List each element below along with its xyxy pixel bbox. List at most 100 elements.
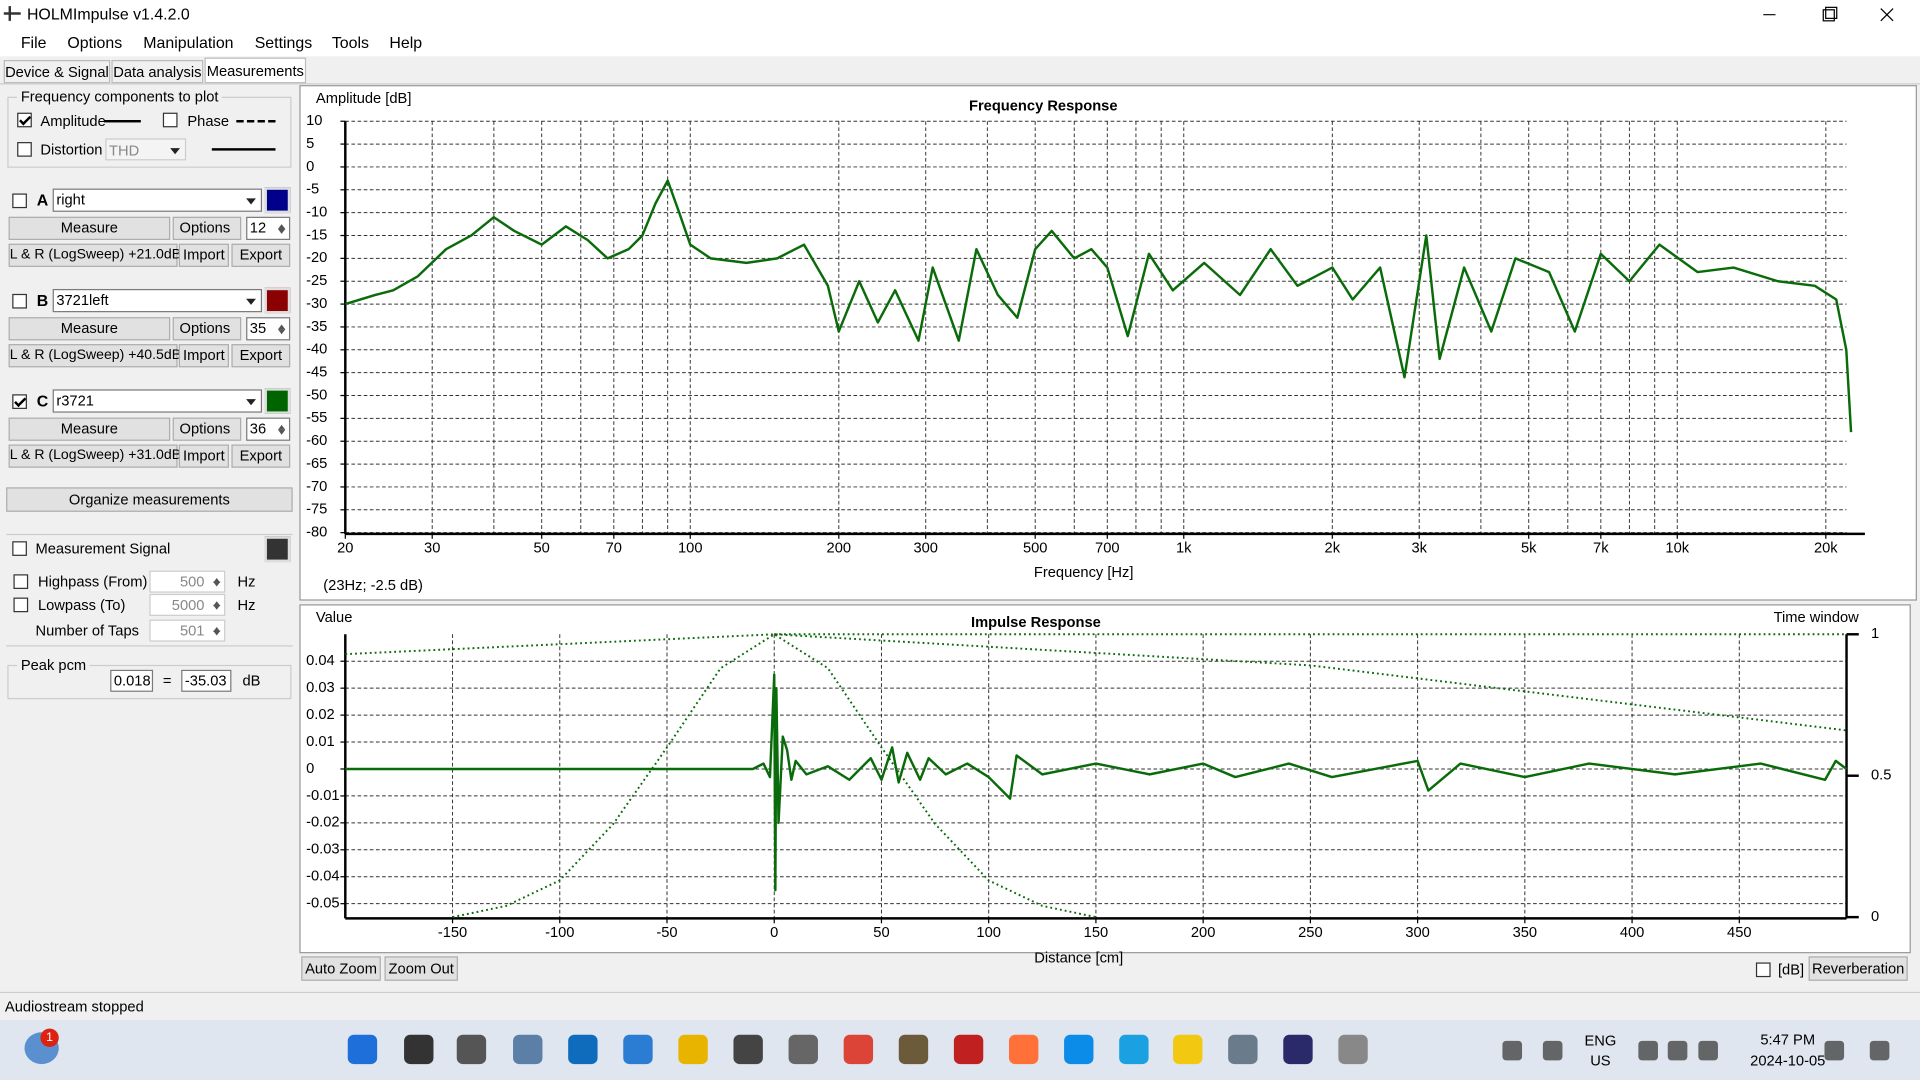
window-controls[interactable] [1751,2,1910,26]
button[interactable]: Auto Zoom [301,956,381,981]
number-input[interactable]: 500 [149,570,226,593]
menu-item[interactable]: Manipulation [143,33,234,52]
y-tick-label: -10 [306,205,327,221]
y-tick-label: -0.03 [306,842,339,858]
x-tick-label: 100 [976,925,1001,941]
spin-box[interactable]: 36 [246,417,291,441]
taskbar-icon[interactable] [456,1034,487,1065]
button[interactable]: Organize measurements [6,487,293,512]
color-swatch[interactable] [264,287,291,314]
color-swatch[interactable] [264,536,291,563]
tab[interactable]: Device & Signal [3,60,111,84]
button[interactable]: Import [178,243,229,267]
checkbox[interactable] [12,394,27,409]
tray-icon[interactable] [1824,1040,1845,1061]
measurement-letter: B [36,291,49,310]
x-axis-label: Frequency [Hz] [1034,565,1134,581]
measurement-name[interactable]: 3721left [52,288,263,313]
spin-box[interactable]: 35 [246,317,291,341]
measurement-name[interactable]: right [52,188,263,212]
separator [6,645,293,647]
taskbar-icon[interactable] [623,1034,653,1065]
button[interactable]: Options [172,417,242,441]
taskbar-icon[interactable] [1228,1034,1258,1065]
legend-line [104,120,141,123]
y-tick-label: -65 [306,456,327,472]
data-line [345,673,1848,892]
y2-tick-label: 0.5 [1871,768,1891,784]
button[interactable]: Export [231,344,291,368]
menu-item[interactable]: File [20,33,47,52]
y-tick-label: -30 [306,296,327,312]
tab[interactable]: Data analysis [111,60,204,84]
color-swatch[interactable] [264,388,291,414]
button[interactable]: Measure [8,417,171,441]
y-tick-label: 10 [306,113,322,129]
cursor-arrows[interactable] [302,561,318,595]
tray-icon[interactable] [1502,1040,1523,1061]
number-input[interactable]: 501 [149,619,226,642]
label: Number of Taps [35,622,139,640]
taskbar-icon[interactable] [1119,1034,1149,1065]
checkbox[interactable] [13,597,29,613]
button[interactable]: Options [172,216,242,241]
taskbar-icon[interactable] [678,1034,708,1065]
checkbox[interactable] [12,293,27,309]
group-title: Frequency components to plot [17,88,223,106]
measurement-name[interactable]: r3721 [52,389,263,413]
taskbar-icon[interactable] [788,1034,818,1065]
tray-icon[interactable] [1667,1040,1688,1061]
tray-icon[interactable] [1638,1040,1658,1061]
y-tick-label: -0.01 [306,788,339,804]
chart-title: Impulse Response [971,615,1101,631]
button[interactable]: Export [231,243,291,267]
button[interactable]: Import [178,444,229,468]
taskbar-icon[interactable] [1008,1034,1039,1065]
checkbox[interactable] [13,574,29,589]
menu-item[interactable]: Options [67,33,123,52]
taskbar-icon[interactable] [953,1034,984,1065]
tray-icon[interactable] [1698,1040,1718,1061]
button[interactable]: Options [172,317,242,341]
menu-item[interactable]: Help [389,33,423,52]
spin-box[interactable]: 12 [246,216,291,241]
taskbar-icon[interactable] [513,1034,543,1065]
measurement-info: L & R (LogSweep) +31.0dB [8,444,181,468]
taskbar-icon[interactable] [347,1034,378,1065]
checkbox[interactable] [162,112,178,128]
taskbar-icon[interactable] [843,1034,874,1065]
taskbar-icon[interactable] [568,1034,598,1065]
number-input[interactable]: 5000 [149,593,226,616]
tab[interactable]: Measurements [204,57,307,84]
button[interactable]: Measure [8,216,171,241]
checkbox[interactable] [17,142,32,157]
x-tick-label: 3k [1411,540,1427,556]
x-tick-label: 50 [873,925,889,941]
dropdown[interactable]: THD [105,138,187,161]
taskbar-icon[interactable] [1338,1034,1368,1065]
menu-item[interactable]: Tools [331,33,370,52]
button[interactable]: Reverberation [1808,956,1908,981]
color-swatch[interactable] [264,187,291,214]
button[interactable]: Zoom Out [384,956,458,981]
x-tick-label: -50 [656,925,677,941]
tray-icon[interactable] [1542,1040,1563,1061]
checkbox[interactable] [17,112,32,128]
button[interactable]: Measure [8,317,171,341]
taskbar-icon[interactable] [404,1034,434,1065]
tray-icon[interactable] [1869,1040,1890,1061]
x-tick-label: 300 [1405,925,1430,941]
checkbox[interactable] [1755,962,1771,978]
x-tick-label: 300 [913,540,938,556]
checkbox[interactable] [12,193,27,209]
taskbar-icon[interactable] [1064,1034,1094,1065]
taskbar-icon[interactable] [1173,1034,1203,1065]
button[interactable]: Import [178,344,229,368]
button[interactable]: Export [231,444,291,468]
taskbar-icon[interactable] [898,1034,929,1065]
taskbar-icon[interactable] [1283,1034,1313,1065]
checkbox[interactable] [12,541,27,556]
menu-item[interactable]: Settings [254,33,313,52]
taskbar-icon[interactable] [733,1034,763,1065]
